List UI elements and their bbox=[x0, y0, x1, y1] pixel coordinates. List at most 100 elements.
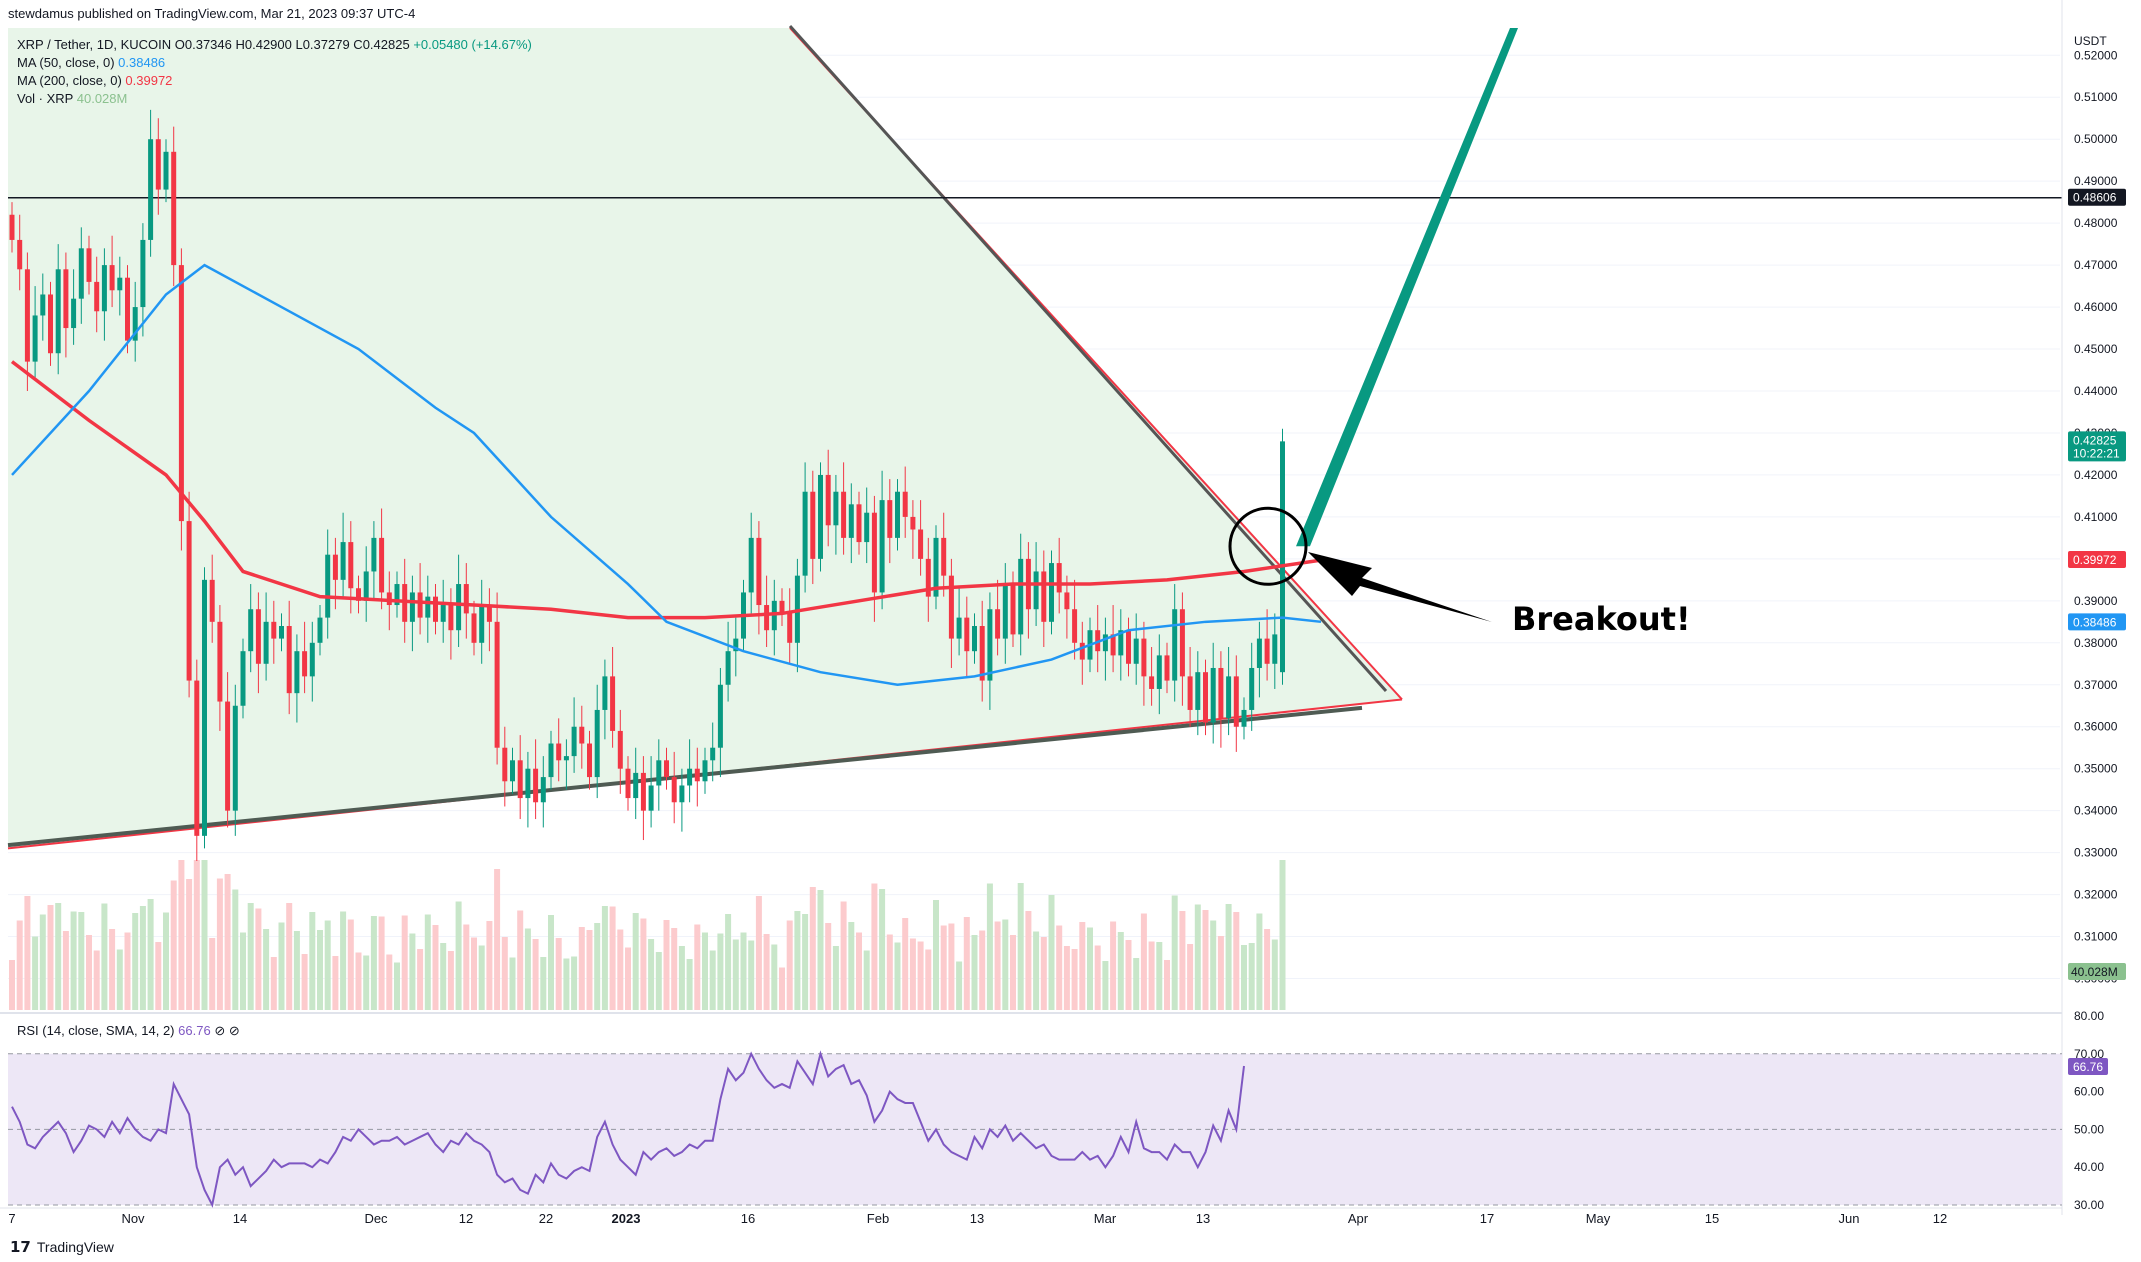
candle-body[interactable] bbox=[271, 621, 277, 639]
candle-body[interactable] bbox=[379, 537, 385, 593]
candle-body[interactable] bbox=[456, 584, 462, 631]
candle-body[interactable] bbox=[864, 512, 870, 543]
candle-body[interactable] bbox=[1233, 676, 1239, 727]
candle-body[interactable] bbox=[1187, 676, 1193, 710]
candle-body[interactable] bbox=[409, 592, 415, 622]
candle-body[interactable] bbox=[756, 537, 762, 606]
candle-body[interactable] bbox=[101, 265, 107, 312]
candle-body[interactable] bbox=[371, 537, 377, 572]
candle-body[interactable] bbox=[571, 726, 577, 757]
candle-body[interactable] bbox=[240, 651, 246, 706]
candle-body[interactable] bbox=[232, 705, 238, 811]
candle-body[interactable] bbox=[132, 307, 138, 341]
candle-body[interactable] bbox=[178, 265, 184, 522]
candle-body[interactable] bbox=[325, 554, 331, 618]
candle-body[interactable] bbox=[656, 760, 662, 786]
candle-body[interactable] bbox=[525, 768, 531, 799]
candle-body[interactable] bbox=[217, 621, 223, 702]
candle-body[interactable] bbox=[294, 651, 300, 694]
candle-body[interactable] bbox=[17, 239, 23, 270]
candle-body[interactable] bbox=[802, 491, 808, 576]
candle-body[interactable] bbox=[48, 294, 53, 354]
candle-body[interactable] bbox=[494, 621, 500, 748]
candle-body[interactable] bbox=[533, 768, 539, 803]
candle-body[interactable] bbox=[486, 605, 492, 622]
ma50-line[interactable] bbox=[11, 263, 1322, 687]
candle-body[interactable] bbox=[995, 609, 1001, 639]
candle-body[interactable] bbox=[587, 743, 592, 778]
candle-body[interactable] bbox=[417, 592, 423, 618]
candle-body[interactable] bbox=[78, 248, 84, 299]
candle-body[interactable] bbox=[671, 777, 677, 803]
candle-body[interactable] bbox=[1110, 634, 1116, 656]
candle-body[interactable] bbox=[463, 584, 469, 614]
candle-body[interactable] bbox=[617, 730, 623, 769]
candle-body[interactable] bbox=[24, 269, 30, 362]
candle-body[interactable] bbox=[717, 684, 723, 748]
symbol-name[interactable]: XRP / Tether, 1D, KUCOIN bbox=[17, 37, 172, 52]
legend-row-volume[interactable]: Vol · XRP 40.028M bbox=[17, 90, 532, 108]
candle-body[interactable] bbox=[1280, 441, 1285, 673]
candle-body[interactable] bbox=[1179, 609, 1185, 677]
candle-body[interactable] bbox=[841, 491, 847, 538]
candle-body[interactable] bbox=[286, 626, 292, 694]
candle-body[interactable] bbox=[202, 579, 207, 836]
candle-body[interactable] bbox=[63, 269, 69, 329]
candle-body[interactable] bbox=[348, 542, 354, 589]
candle-body[interactable] bbox=[510, 760, 515, 782]
candle-body[interactable] bbox=[818, 474, 823, 559]
candle-body[interactable] bbox=[425, 596, 431, 618]
candle-body[interactable] bbox=[879, 500, 885, 593]
candle-body[interactable] bbox=[1203, 672, 1208, 723]
candle-body[interactable] bbox=[787, 613, 793, 643]
candle-body[interactable] bbox=[694, 768, 700, 782]
tradingview-footer[interactable]: 17 TradingView bbox=[10, 1238, 114, 1256]
candle-body[interactable] bbox=[856, 504, 862, 543]
candle-body[interactable] bbox=[117, 277, 123, 291]
candle-body[interactable] bbox=[171, 151, 177, 266]
candle-body[interactable] bbox=[125, 277, 130, 341]
candle-body[interactable] bbox=[1002, 584, 1008, 639]
candle-body[interactable] bbox=[933, 537, 939, 597]
candle-body[interactable] bbox=[148, 139, 154, 240]
candle-body[interactable] bbox=[394, 584, 400, 606]
candle-body[interactable] bbox=[1172, 609, 1178, 681]
candle-body[interactable] bbox=[9, 214, 15, 240]
candle-body[interactable] bbox=[109, 265, 115, 291]
settings-icon[interactable]: ⊘ bbox=[228, 1023, 240, 1038]
candle-body[interactable] bbox=[263, 621, 269, 664]
candle-body[interactable] bbox=[1072, 609, 1078, 643]
candle-body[interactable] bbox=[972, 626, 977, 652]
candle-body[interactable] bbox=[71, 298, 77, 329]
candle-body[interactable] bbox=[1056, 563, 1062, 593]
candle-body[interactable] bbox=[895, 491, 900, 538]
candle-body[interactable] bbox=[563, 756, 569, 761]
candle-body[interactable] bbox=[1164, 655, 1170, 681]
candle-body[interactable] bbox=[1079, 642, 1085, 660]
candle-body[interactable] bbox=[579, 726, 585, 744]
candle-body[interactable] bbox=[764, 605, 770, 631]
candle-body[interactable] bbox=[687, 768, 693, 786]
candle-body[interactable] bbox=[1033, 571, 1039, 610]
candle-body[interactable] bbox=[540, 777, 546, 803]
candle-body[interactable] bbox=[1256, 638, 1262, 668]
candle-body[interactable] bbox=[209, 579, 215, 622]
candle-body[interactable] bbox=[1041, 571, 1047, 622]
candle-body[interactable] bbox=[594, 709, 600, 778]
candle-body[interactable] bbox=[702, 760, 708, 782]
candle-body[interactable] bbox=[887, 500, 893, 538]
legend-row-ma50[interactable]: MA (50, close, 0) 0.38486 bbox=[17, 54, 532, 72]
candle-body[interactable] bbox=[779, 600, 785, 614]
candle-body[interactable] bbox=[471, 613, 477, 643]
candle-body[interactable] bbox=[1010, 584, 1016, 635]
candle-body[interactable] bbox=[309, 642, 315, 677]
candle-body[interactable] bbox=[848, 504, 854, 538]
candle-body[interactable] bbox=[1264, 638, 1270, 664]
candle-body[interactable] bbox=[679, 785, 685, 803]
candle-body[interactable] bbox=[1133, 638, 1139, 664]
candle-body[interactable] bbox=[332, 554, 338, 580]
candle-body[interactable] bbox=[956, 617, 962, 639]
candle-body[interactable] bbox=[1241, 709, 1247, 727]
candle-body[interactable] bbox=[1218, 667, 1224, 719]
candle-body[interactable] bbox=[602, 676, 608, 710]
